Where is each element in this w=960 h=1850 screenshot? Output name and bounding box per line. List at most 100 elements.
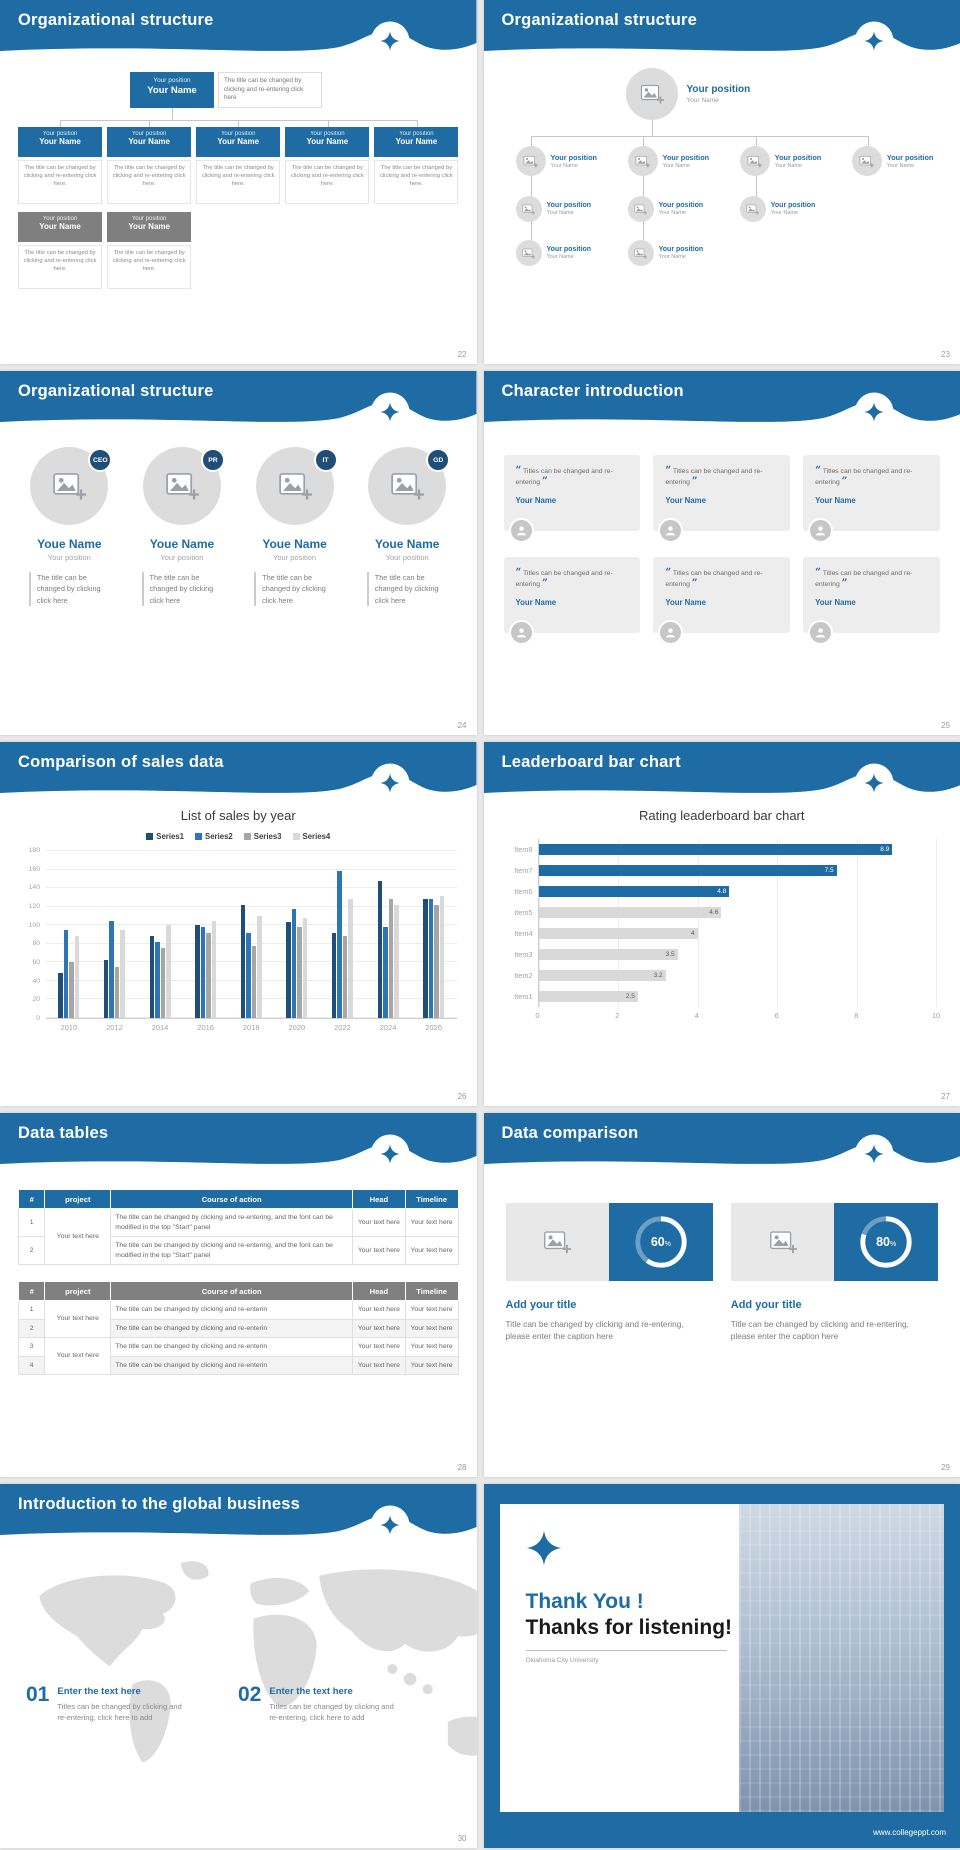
world-map — [39, 1561, 477, 1763]
point-number: 01 — [26, 1683, 50, 1706]
slide-header: Organizational structure — [0, 371, 477, 431]
page-number: 27 — [941, 1092, 950, 1101]
org-root-position: Your position — [153, 77, 191, 84]
connector-line — [530, 136, 868, 137]
member-position: Your position — [47, 553, 91, 562]
character-card: “ Titles can be changed and re-entering … — [653, 557, 791, 645]
page-number: 23 — [941, 350, 950, 359]
org-node: Your position Your Name — [610, 146, 722, 176]
point-number: 02 — [238, 1683, 262, 1706]
legend-item: Series3 — [243, 832, 282, 841]
image-placeholder-icon — [859, 155, 875, 167]
org-node: Your position Your Name The title can be … — [196, 127, 281, 204]
bar — [388, 899, 394, 1018]
slide-29[interactable]: Data comparison 60% Add y — [483, 1113, 960, 1477]
table-cell: The title can be changed by clicking and… — [110, 1300, 354, 1320]
connector-line — [651, 120, 653, 136]
bar-value-label: 3.2 — [653, 972, 663, 979]
member-position: Your position — [385, 553, 429, 562]
image-placeholder-icon — [634, 204, 648, 215]
bar: 4 — [538, 928, 698, 939]
member-position: Your position — [273, 553, 317, 562]
slide-title: Organizational structure — [501, 11, 698, 29]
slide-23[interactable]: Organizational structure Your position Yo… — [483, 0, 960, 364]
org-node: Your position Your Name — [610, 196, 722, 222]
bar — [251, 945, 257, 1018]
close-quote-icon: ” — [841, 578, 848, 590]
table-cell: 1 — [17, 1207, 46, 1238]
bar: 8.9 — [538, 844, 893, 855]
table-cell: The title can be changed by clicking and… — [110, 1318, 354, 1339]
open-quote-icon: “ — [515, 465, 522, 476]
data-table-1: # project Course of action Head Timeline… — [17, 1189, 459, 1266]
gridline — [46, 868, 457, 870]
table-cell: Your text here — [404, 1300, 459, 1320]
slide-28[interactable]: Data tables # project Course of action H… — [0, 1113, 477, 1477]
avatar-placeholder: IT — [255, 447, 338, 525]
header-wave-shape — [0, 371, 477, 431]
slide-22[interactable]: Organizational structure Your position Y… — [0, 0, 477, 364]
chart-plot-area: 8.9 7.5 4.8 4.6 4 3.5 3.2 2.5 — [537, 839, 937, 1007]
member-desc: The title can be changed by clicking cli… — [254, 572, 335, 606]
org-level-1-row: Your position Your Name Your position Your… — [498, 146, 947, 176]
logo-star-icon — [380, 1515, 400, 1535]
character-name: Your Name — [515, 598, 557, 608]
table-cell: Your text here — [44, 1207, 112, 1266]
horizontal-bar-chart: Rating leaderboard bar chart Item8 Item7 I… — [508, 808, 940, 1023]
character-card: “ Titles can be changed and re-entering … — [803, 455, 940, 543]
character-card-grid: “ Titles can be changed and re-entering … — [503, 455, 941, 645]
image-placeholder-icon — [544, 1231, 572, 1254]
org-node: Your position Your Name The title can be … — [107, 212, 192, 289]
org-node: Your position Your Name The title can be … — [107, 127, 192, 204]
character-name: Your Name — [515, 496, 557, 506]
image-placeholder-icon — [769, 1231, 797, 1254]
table-cell: Your text here — [404, 1355, 459, 1376]
slide-26[interactable]: Comparison of sales data List of sales b… — [0, 742, 477, 1106]
bar — [246, 932, 251, 1018]
bar-value-label: 3.5 — [665, 951, 675, 958]
bar — [69, 962, 74, 1018]
tick-label: 2012 — [106, 1023, 123, 1032]
tick-label: 120 — [28, 902, 40, 910]
bar — [206, 932, 211, 1018]
website-url: www.collegeppt.com — [873, 1828, 946, 1837]
gridline — [46, 850, 457, 851]
donut-panel: 80% — [834, 1203, 938, 1281]
bar-value-label: 7.5 — [824, 867, 834, 874]
card-caption: Title can be changed by clicking and re-… — [730, 1319, 909, 1342]
card-heading: Add your title — [730, 1299, 802, 1311]
slide-25[interactable]: Character introduction “ Titles can be c… — [483, 371, 960, 735]
person-icon — [816, 628, 826, 638]
chart-legend: Series1 Series2 Series3 Series4 — [20, 832, 457, 841]
thank-you-line-2: Thanks for listening! — [525, 1616, 733, 1639]
percent-value: 60% — [650, 1235, 671, 1249]
org-node: Your position Your Name The title can be … — [18, 212, 103, 289]
thank-you-content: Thank You ! Thanks for listening! Oklaho… — [525, 1530, 745, 1664]
bar: 4.8 — [538, 886, 730, 897]
table-cell: 3 — [17, 1337, 46, 1357]
bar — [286, 922, 291, 1018]
bar — [103, 960, 109, 1018]
bar — [109, 920, 114, 1018]
bar: 7.5 — [538, 865, 837, 876]
tick-label: 0 — [535, 1011, 540, 1020]
bar-group — [320, 851, 366, 1018]
gridline — [856, 839, 858, 1007]
tick-label: 2016 — [197, 1023, 214, 1032]
slide-thank-you[interactable]: Thank You ! Thanks for listening! Oklaho… — [483, 1484, 960, 1848]
slide-24[interactable]: Organizational structure CEO Youe Name Y… — [0, 371, 477, 735]
table-header-cell: Course of action — [110, 1281, 354, 1302]
image-placeholder-icon — [747, 155, 763, 167]
org-node: Your position Your Name — [498, 146, 610, 176]
bar — [428, 899, 434, 1018]
tick-label: 60 — [32, 958, 40, 966]
avatar-placeholder: PR — [142, 447, 225, 525]
image-placeholder-icon — [166, 473, 199, 500]
slide-30[interactable]: Introduction to the global business 01 — [0, 1484, 477, 1848]
avatar-placeholder: CEO — [30, 447, 113, 525]
org-node: Your position Your Name — [498, 196, 610, 222]
gridline — [46, 1017, 457, 1018]
org-node-desc: The title can be changed by clicking and… — [374, 160, 459, 204]
avatar-placeholder: GD — [368, 447, 451, 525]
slide-27[interactable]: Leaderboard bar chart Rating leaderboard… — [483, 742, 960, 1106]
